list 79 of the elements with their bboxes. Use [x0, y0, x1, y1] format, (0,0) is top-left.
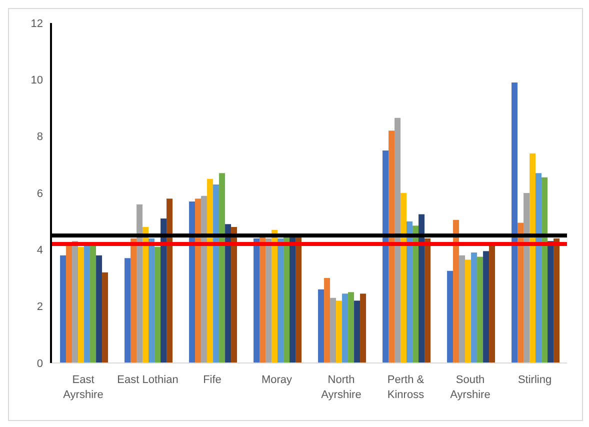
y-tick-label: 4 — [36, 244, 43, 257]
bar — [201, 196, 208, 363]
bar — [394, 118, 401, 363]
x-tick-label: Stirling — [518, 374, 552, 386]
bar — [296, 236, 302, 363]
bar — [84, 244, 90, 363]
bar — [189, 202, 196, 363]
bar — [453, 220, 460, 363]
bar — [60, 255, 66, 363]
bar — [318, 289, 324, 363]
bar — [524, 193, 530, 363]
bar — [388, 130, 395, 363]
bar — [213, 184, 220, 363]
bar — [278, 238, 284, 363]
x-tick-label: East Ayrshire — [63, 374, 104, 401]
bar — [530, 153, 536, 363]
bar — [418, 214, 425, 363]
bar — [148, 238, 155, 363]
x-tick-label: South Ayrshire — [450, 374, 490, 401]
bar — [477, 256, 484, 363]
bar — [154, 246, 161, 363]
bar — [260, 236, 266, 363]
bar — [483, 251, 490, 363]
bar — [78, 246, 84, 363]
bar — [330, 298, 336, 363]
bar — [207, 178, 214, 363]
x-tick-label: East Lothian — [117, 374, 178, 386]
bar — [382, 150, 389, 363]
bar — [284, 236, 290, 363]
bar — [536, 173, 542, 363]
bar — [548, 241, 554, 363]
x-tick-label: Perth & Kinross — [387, 374, 425, 401]
bar — [447, 270, 454, 363]
x-tick-label: Fife — [203, 374, 222, 386]
bar — [465, 260, 472, 363]
bar — [90, 244, 96, 363]
bar — [360, 294, 366, 363]
bar — [459, 255, 466, 363]
bar — [336, 300, 342, 363]
bar — [254, 238, 260, 363]
bar — [225, 224, 232, 363]
bar — [324, 278, 330, 363]
bar — [489, 244, 496, 363]
bar — [290, 236, 296, 363]
bar — [142, 227, 149, 363]
y-tick-label: 6 — [36, 188, 43, 200]
bar — [96, 255, 102, 363]
bar — [136, 204, 143, 363]
bar — [342, 294, 348, 363]
bar — [554, 238, 560, 363]
bar — [400, 193, 407, 363]
bar — [512, 82, 518, 363]
bar — [406, 221, 413, 363]
bar — [195, 198, 202, 363]
bar — [518, 222, 524, 363]
x-tick-label: Moray — [261, 374, 293, 386]
bar — [471, 252, 478, 363]
bar — [66, 244, 72, 363]
x-tick-label: North Ayrshire — [321, 374, 362, 401]
bar — [348, 292, 354, 363]
bar — [424, 238, 431, 363]
bar — [72, 241, 78, 363]
bar — [166, 198, 173, 363]
bar — [272, 230, 278, 363]
bar — [219, 173, 226, 363]
y-tick-label: 12 — [30, 18, 43, 30]
bar — [160, 218, 167, 363]
bar — [266, 238, 272, 363]
y-tick-label: 8 — [36, 131, 43, 144]
bar — [124, 258, 131, 363]
y-tick-label: 2 — [36, 301, 43, 314]
bar — [231, 227, 238, 363]
bar — [412, 226, 419, 363]
bar — [354, 300, 360, 363]
bar — [542, 177, 548, 363]
bar — [130, 238, 137, 363]
bar — [102, 272, 108, 363]
y-tick-label: 10 — [30, 74, 43, 87]
y-tick-label: 0 — [36, 358, 43, 370]
